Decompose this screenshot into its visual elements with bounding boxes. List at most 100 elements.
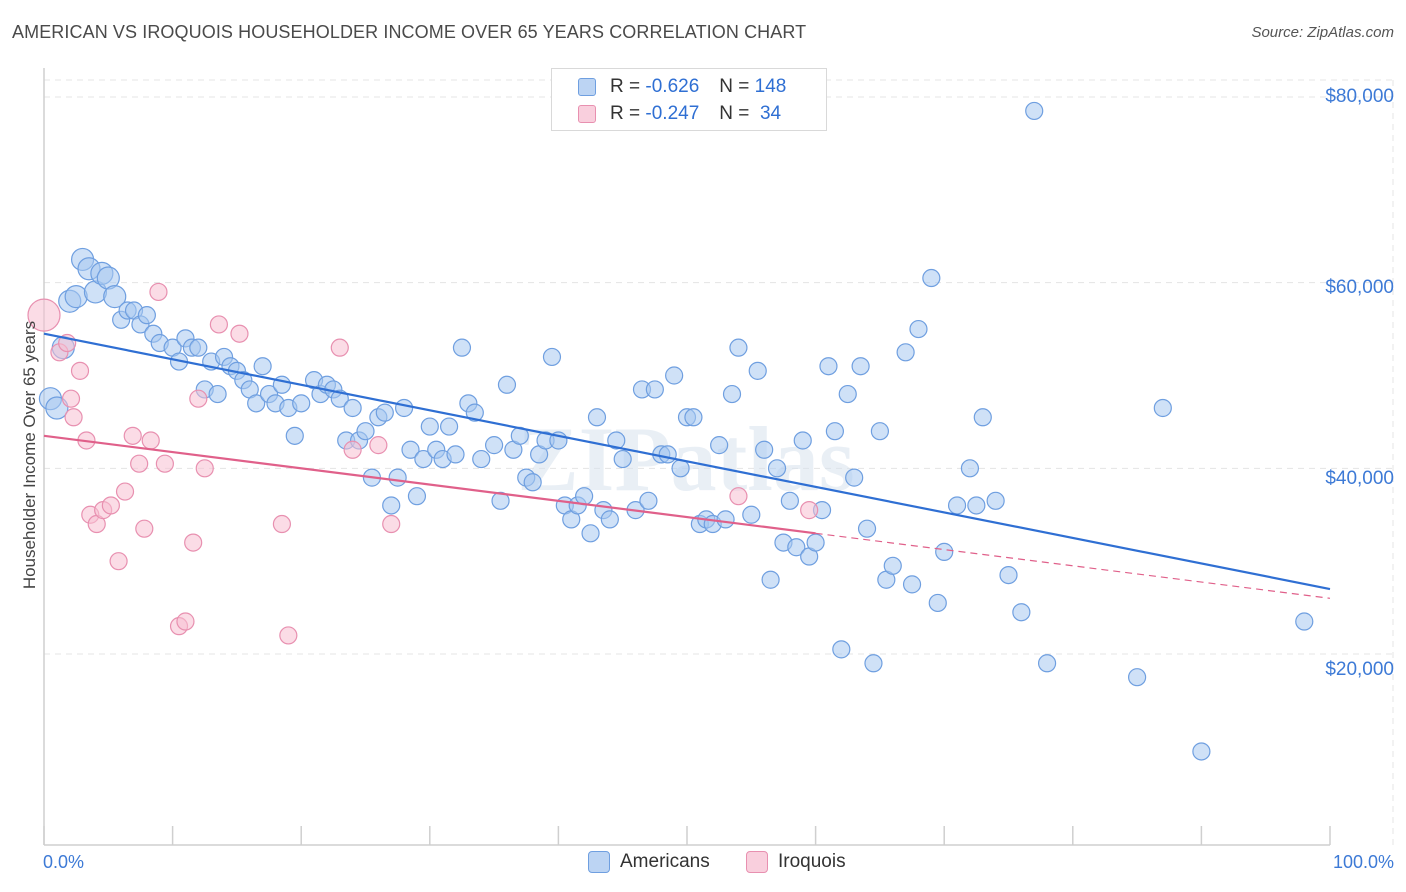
data-point-americans xyxy=(64,284,88,309)
data-point-iroquois xyxy=(176,612,195,631)
data-point-americans xyxy=(45,396,69,420)
data-point-americans xyxy=(414,449,433,469)
series-iroquois xyxy=(27,282,819,645)
legend-n-value: 34 xyxy=(759,103,782,124)
legend-n-value: 148 xyxy=(754,76,787,97)
chart-title: AMERICAN VS IROQUOIS HOUSEHOLDER INCOME … xyxy=(12,22,807,42)
data-point-americans xyxy=(825,422,844,441)
data-point-americans xyxy=(896,343,915,362)
data-point-americans xyxy=(947,496,967,515)
data-point-iroquois xyxy=(123,426,142,445)
data-point-americans xyxy=(1153,398,1172,418)
data-point-americans xyxy=(137,306,156,325)
data-point-americans xyxy=(356,422,375,441)
trend-line-americans xyxy=(43,332,1331,591)
data-point-americans xyxy=(103,284,127,309)
data-point-iroquois xyxy=(101,496,120,515)
data-point-americans xyxy=(986,491,1005,510)
data-point-americans xyxy=(684,408,703,427)
data-point-americans xyxy=(523,473,542,492)
data-point-americans xyxy=(292,394,311,413)
bottom-legend-label-iroquois: Iroquois xyxy=(778,851,846,872)
data-point-iroquois xyxy=(27,298,61,332)
data-point-americans xyxy=(575,487,594,506)
data-point-americans xyxy=(729,338,748,357)
data-point-americans xyxy=(787,538,806,557)
data-point-americans xyxy=(819,357,838,376)
data-point-americans xyxy=(1025,101,1044,121)
data-point-iroquois xyxy=(61,389,81,408)
data-point-americans xyxy=(864,654,883,673)
trend-line-iroquois xyxy=(43,434,816,535)
data-point-americans xyxy=(780,491,799,510)
bottom-legend-iroquois: Iroquois xyxy=(746,851,846,873)
data-point-americans xyxy=(600,510,619,529)
data-point-iroquois xyxy=(115,482,135,501)
x-tick-label-max: 100.0% xyxy=(1332,852,1394,872)
bottom-legend-swatch-americans xyxy=(588,851,610,873)
data-point-americans xyxy=(1295,612,1314,631)
data-point-americans xyxy=(761,570,780,589)
data-point-iroquois xyxy=(130,454,149,473)
y-tick-label: $60,000 xyxy=(1325,277,1394,298)
data-point-iroquois xyxy=(279,626,298,645)
data-point-americans xyxy=(485,436,504,455)
data-point-americans xyxy=(285,426,304,445)
bottom-legend-swatch-iroquois xyxy=(746,851,768,873)
y-axis-label: Householder Income Over 65 years xyxy=(20,320,39,590)
data-point-americans xyxy=(472,449,491,469)
data-point-americans xyxy=(883,556,902,575)
legend-swatch-iroquois xyxy=(578,105,596,123)
data-point-iroquois xyxy=(800,501,819,520)
data-point-americans xyxy=(870,422,890,441)
data-point-americans xyxy=(806,533,825,552)
data-point-americans xyxy=(793,431,812,450)
data-point-iroquois xyxy=(272,514,292,534)
legend-n-label: N = xyxy=(719,76,750,97)
data-point-americans xyxy=(1012,603,1031,622)
data-point-iroquois xyxy=(141,431,160,450)
data-point-americans xyxy=(394,398,414,418)
data-point-americans xyxy=(851,357,870,376)
correlation-legend: R = -0.626 N = 148 R = -0.247 N = 34 xyxy=(551,68,827,131)
data-point-americans xyxy=(330,389,349,408)
data-point-americans xyxy=(967,496,986,515)
data-point-americans xyxy=(999,565,1018,585)
data-point-americans xyxy=(716,510,735,529)
data-point-americans xyxy=(722,384,742,404)
data-point-americans xyxy=(935,542,954,561)
data-point-iroquois xyxy=(184,533,203,552)
data-point-iroquois xyxy=(195,459,214,478)
data-point-americans xyxy=(439,417,459,436)
data-point-americans xyxy=(755,440,774,459)
y-tick-label: $80,000 xyxy=(1325,86,1394,107)
y-tick-label: $20,000 xyxy=(1325,659,1394,680)
data-point-iroquois xyxy=(149,282,168,302)
data-point-americans xyxy=(189,338,208,357)
data-point-americans xyxy=(857,519,877,538)
trend-line-iroquois-extension xyxy=(815,532,1331,599)
data-point-iroquois xyxy=(230,324,249,343)
data-point-iroquois xyxy=(382,514,401,534)
legend-swatch-americans xyxy=(578,78,596,96)
data-point-iroquois xyxy=(369,436,388,455)
data-point-americans xyxy=(838,384,857,404)
data-point-iroquois xyxy=(330,338,349,357)
legend-row-iroquois: R = -0.247 N = 34 xyxy=(552,100,781,128)
data-point-americans xyxy=(922,268,941,288)
data-point-americans xyxy=(928,593,947,613)
legend-r-label: R = xyxy=(610,103,641,124)
data-point-americans xyxy=(382,496,401,515)
legend-row-americans: R = -0.626 N = 148 xyxy=(552,73,786,101)
data-point-americans xyxy=(465,403,484,422)
data-point-americans xyxy=(710,436,729,455)
data-point-americans xyxy=(375,403,394,422)
data-point-americans xyxy=(832,640,851,659)
bottom-legend-americans: Americans xyxy=(588,851,710,873)
data-point-iroquois xyxy=(209,315,228,334)
data-point-americans xyxy=(581,524,600,543)
data-point-iroquois xyxy=(70,361,90,380)
axes xyxy=(43,68,1331,846)
data-point-iroquois xyxy=(64,408,83,427)
